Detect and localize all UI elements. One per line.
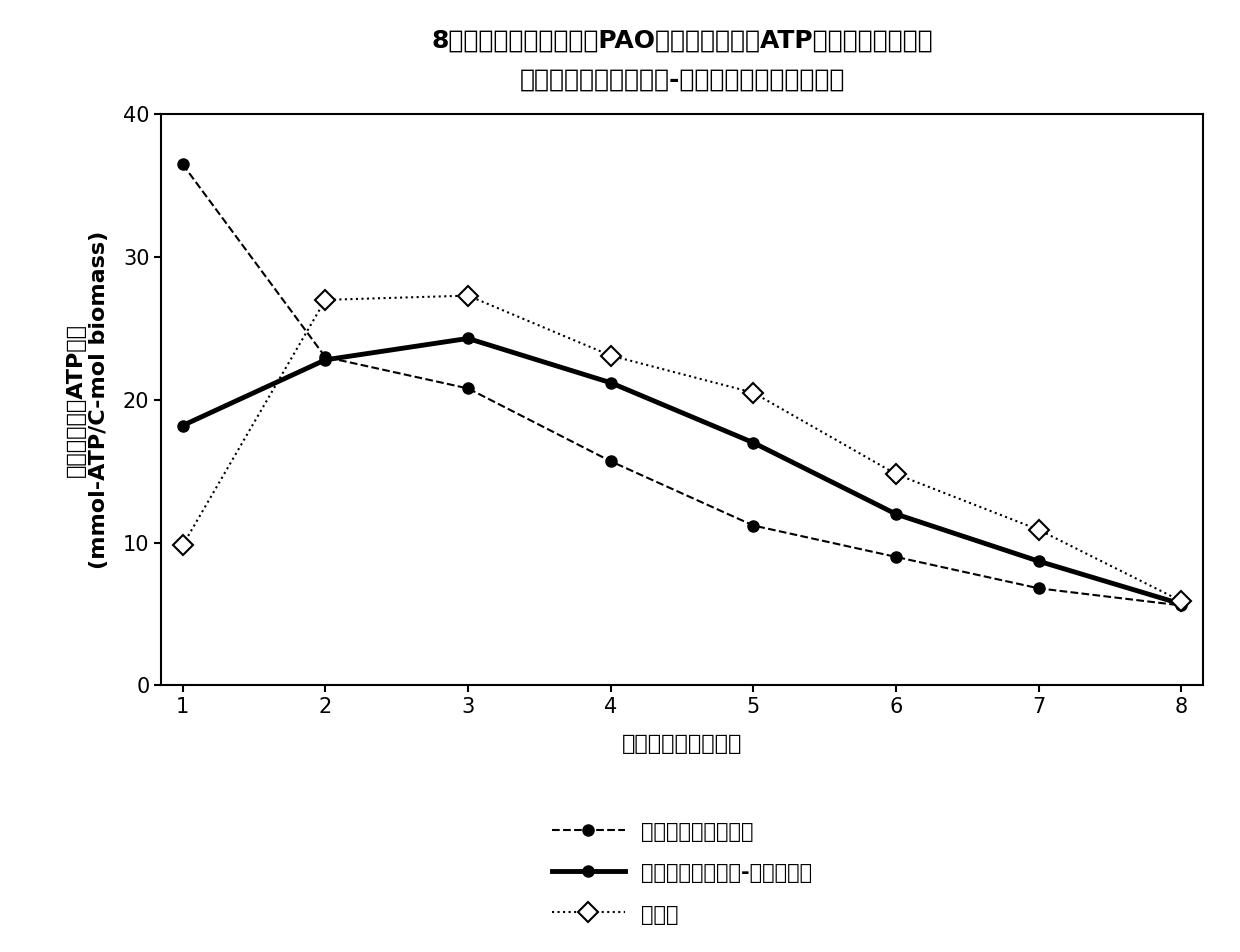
- 实测值: [175, 540, 190, 551]
- Line: 模拟值（传统模型）: 模拟值（传统模型）: [177, 159, 1187, 611]
- 模拟值（阶段维护-凋亡模型）: [317, 354, 332, 366]
- 模拟值（阶段维护-凋亡模型）: [175, 420, 190, 431]
- 实测值: [889, 468, 904, 480]
- 实测值: [317, 294, 332, 306]
- 模拟值（传统模型）: [460, 383, 475, 394]
- 模拟值（阶段维护-凋亡模型）: [1032, 556, 1047, 567]
- 实测值: [1174, 596, 1189, 607]
- 模拟值（阶段维护-凋亡模型）: [1174, 599, 1189, 610]
- Title: 8天持续厌氧饥饿实验中PAO利用聚磷酸产生ATP的量的实测值与传
统模型和阶段细胞维护-凋亡模型模拟结果的比较: 8天持续厌氧饥饿实验中PAO利用聚磷酸产生ATP的量的实测值与传 统模型和阶段细…: [432, 29, 932, 91]
- 模拟值（传统模型）: [889, 551, 904, 563]
- 模拟值（传统模型）: [746, 520, 761, 531]
- Y-axis label: 来自聚磷酸的ATP产量
(mmol-ATP/C-mol biomass): 来自聚磷酸的ATP产量 (mmol-ATP/C-mol biomass): [66, 230, 109, 569]
- 模拟值（传统模型）: [603, 456, 618, 467]
- 实测值: [603, 349, 618, 361]
- 模拟值（阶段维护-凋亡模型）: [746, 437, 761, 448]
- Line: 实测值: 实测值: [176, 288, 1188, 608]
- 模拟值（传统模型）: [317, 351, 332, 363]
- X-axis label: 厌氧饥饿时间（日）: 厌氧饥饿时间（日）: [621, 734, 743, 754]
- 模拟值（传统模型）: [175, 159, 190, 170]
- Legend: 模拟值（传统模型）, 模拟值（阶段维护-凋亡模型）, 实测值: 模拟值（传统模型）, 模拟值（阶段维护-凋亡模型）, 实测值: [552, 822, 812, 924]
- 模拟值（传统模型）: [1174, 600, 1189, 611]
- 实测值: [460, 289, 475, 301]
- 模拟值（传统模型）: [1032, 583, 1047, 594]
- Line: 模拟值（阶段维护-凋亡模型）: 模拟值（阶段维护-凋亡模型）: [177, 333, 1187, 609]
- 模拟值（阶段维护-凋亡模型）: [460, 332, 475, 344]
- 实测值: [1032, 524, 1047, 535]
- 模拟值（阶段维护-凋亡模型）: [603, 377, 618, 388]
- 模拟值（阶段维护-凋亡模型）: [889, 508, 904, 520]
- 实测值: [746, 387, 761, 399]
